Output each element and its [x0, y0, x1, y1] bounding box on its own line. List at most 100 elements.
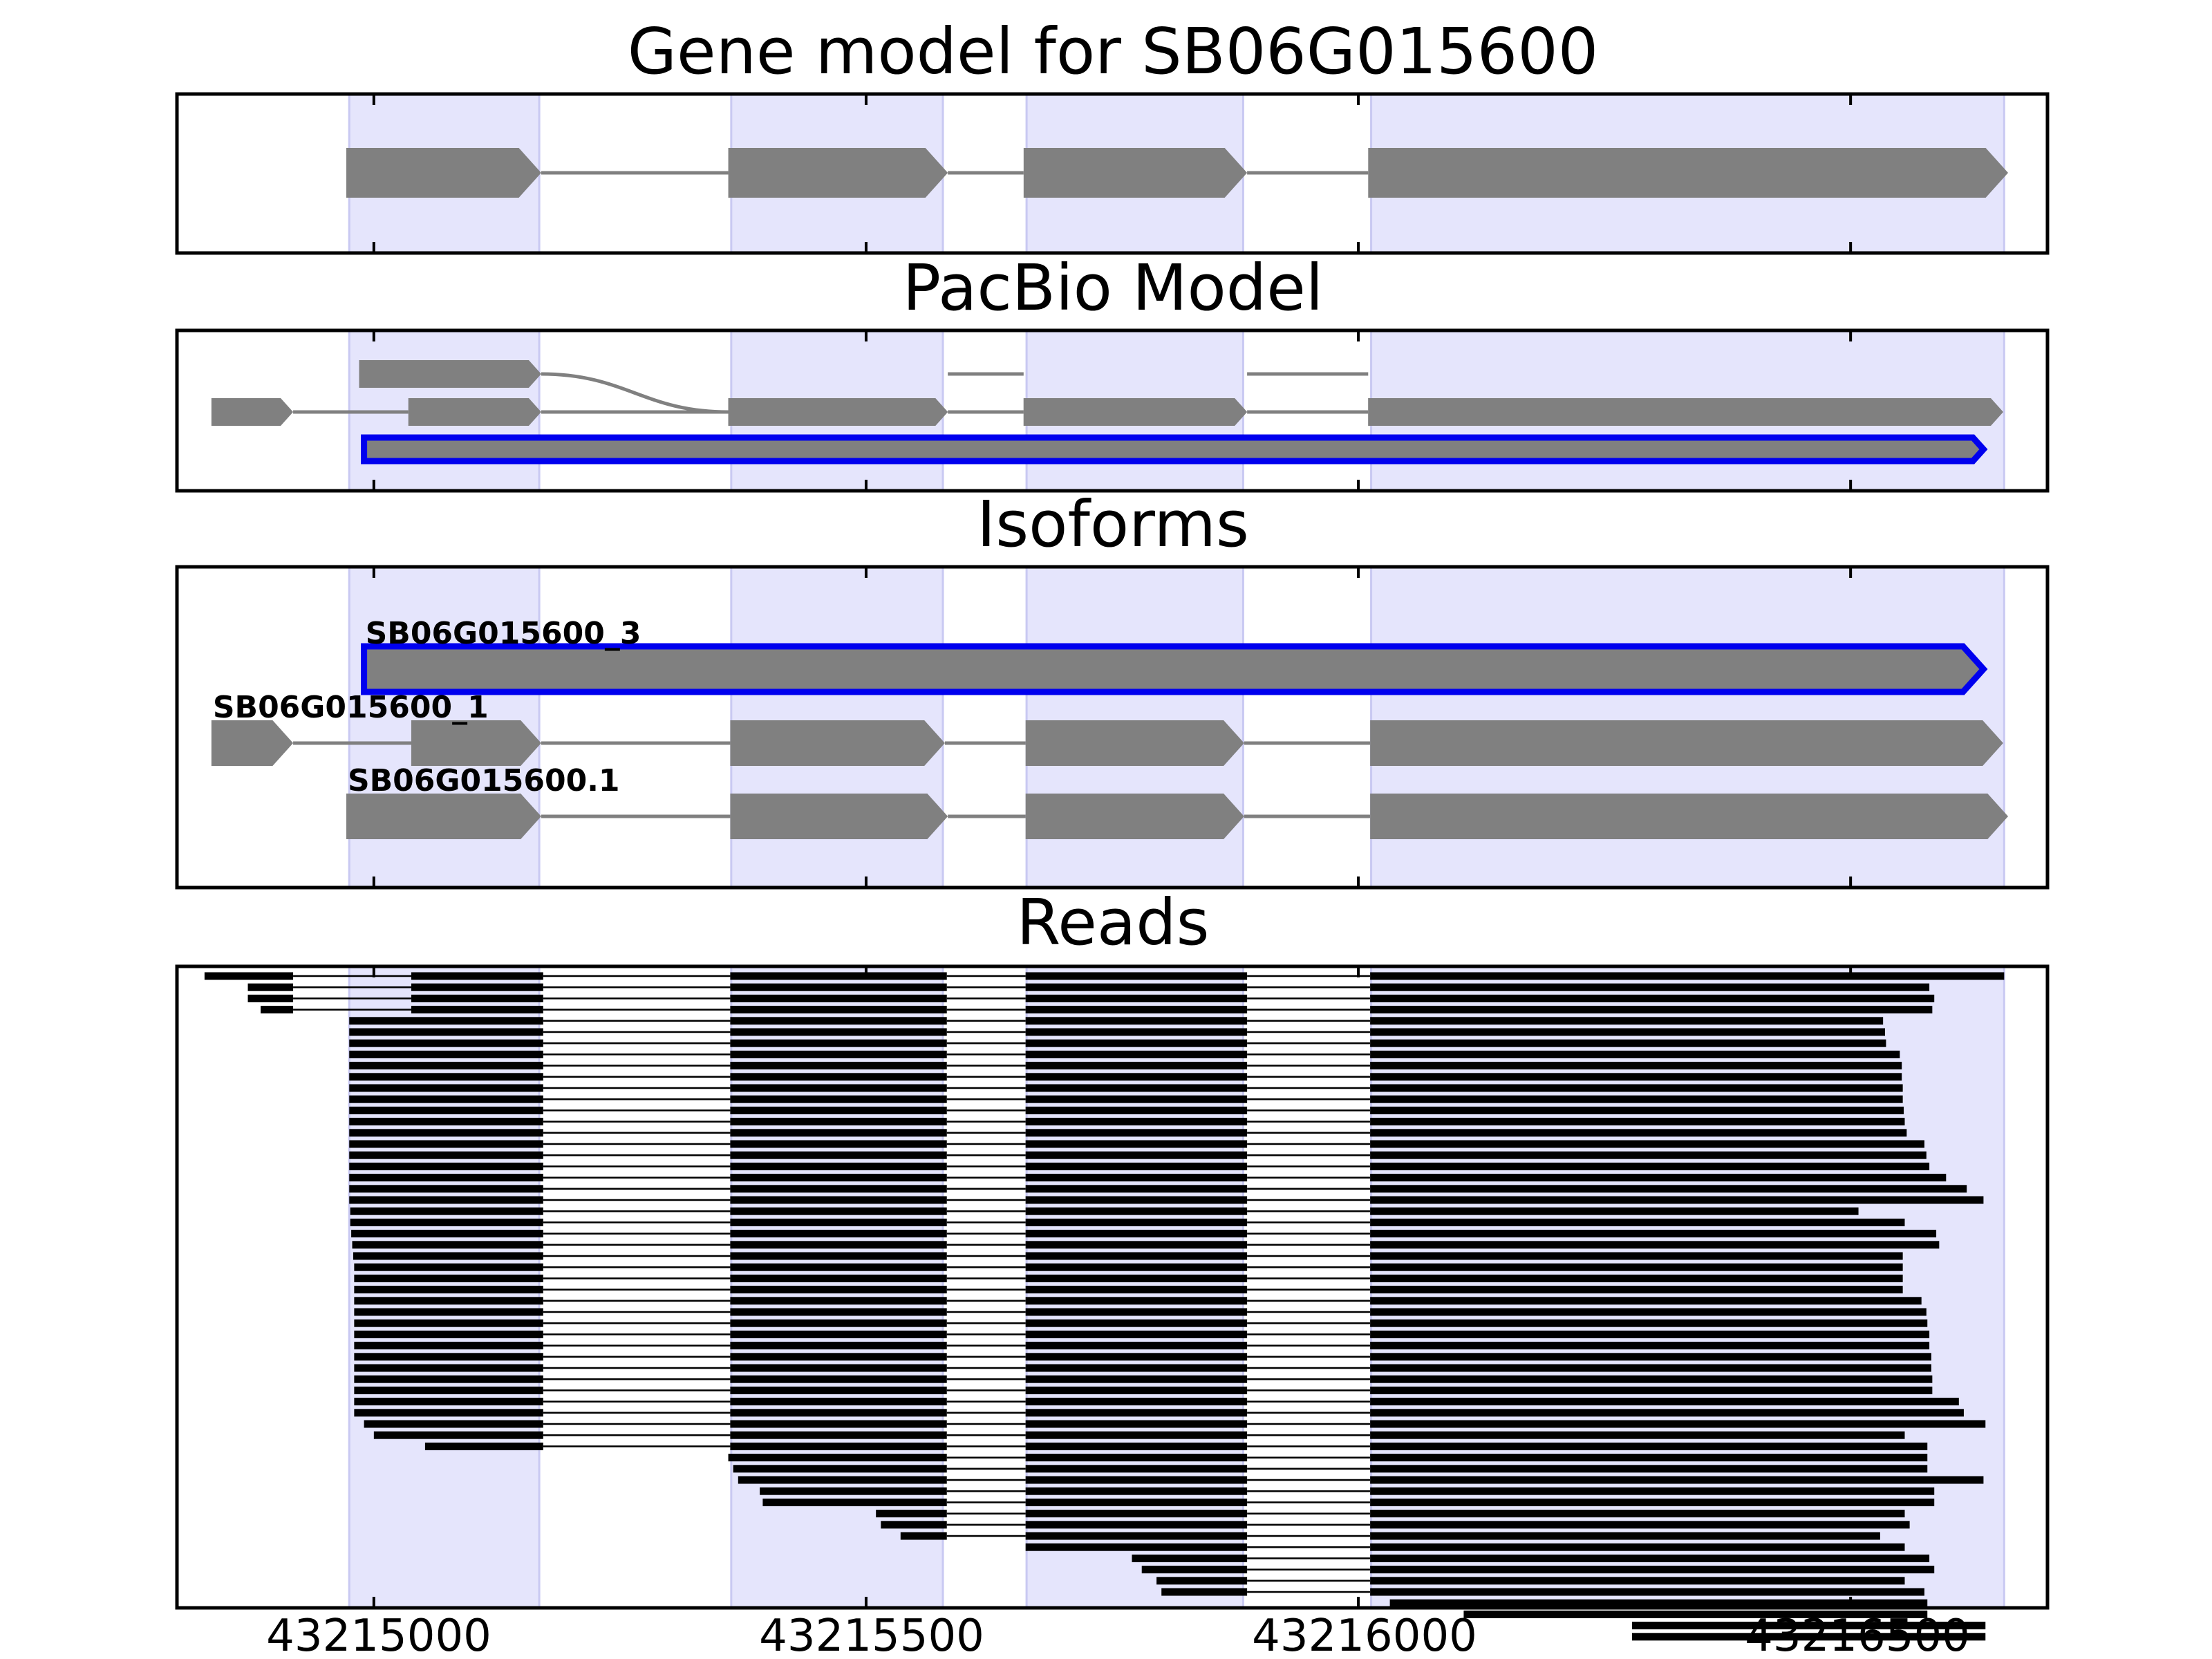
read-block: [349, 1185, 543, 1193]
exon-block: [730, 794, 948, 839]
exon-block: [728, 148, 948, 198]
pacbio-model-panel: [175, 328, 2050, 493]
axes-frame: [175, 328, 2050, 493]
read-block: [1156, 1577, 1248, 1585]
read-block: [730, 1129, 947, 1137]
read-block: [1370, 1476, 1984, 1484]
read-block: [1025, 1140, 1248, 1148]
read-block: [1025, 1319, 1248, 1327]
read-block: [349, 1129, 543, 1137]
read-block: [730, 1398, 947, 1406]
read-block: [730, 1174, 947, 1182]
read-block: [1025, 1398, 1248, 1406]
read-block: [730, 983, 947, 991]
read-block: [1370, 1521, 1910, 1529]
x-tick-label: 43215000: [266, 1611, 491, 1659]
read-block: [1370, 1330, 1930, 1338]
read-block: [1370, 1196, 1984, 1204]
isoform-label: SB06G015600_3: [366, 616, 641, 651]
read-block: [1370, 1050, 1900, 1058]
read-block: [1463, 1610, 1928, 1618]
read-block: [1370, 1129, 1907, 1137]
highlighted-transcript-block: [361, 643, 1988, 695]
exon-block: [411, 720, 541, 766]
read-block: [1025, 1521, 1248, 1529]
read-block: [730, 1308, 947, 1316]
read-block: [1370, 1241, 1940, 1249]
read-block: [730, 1241, 947, 1249]
read-block: [349, 1062, 543, 1070]
read-block: [1025, 994, 1248, 1002]
read-block: [730, 1028, 947, 1036]
read-block: [730, 1106, 947, 1114]
read-block: [1025, 1230, 1248, 1238]
read-block: [881, 1521, 947, 1529]
read-block: [349, 1050, 543, 1058]
read-block: [1370, 1073, 1902, 1081]
read-block: [1370, 1454, 1928, 1462]
read-block: [1370, 1386, 1933, 1394]
read-block: [1370, 983, 1930, 991]
read-block: [1370, 1364, 1931, 1372]
x-tick-label: 43216000: [1252, 1611, 1477, 1659]
read-block: [349, 1073, 543, 1081]
exon-block: [1025, 794, 1244, 839]
isoform-label: SB06G015600.1: [348, 763, 620, 798]
read-block: [1631, 1633, 1986, 1641]
read-block: [1370, 1207, 1859, 1215]
exon-block: [730, 720, 945, 766]
read-block: [349, 1196, 543, 1204]
read-block: [730, 1274, 947, 1282]
read-block: [1370, 1308, 1927, 1316]
read-block: [730, 994, 947, 1002]
read-block: [1370, 1140, 1924, 1148]
axes-frame: [175, 964, 2050, 1610]
read-block: [1370, 1543, 1905, 1551]
read-block: [349, 1095, 543, 1103]
read-block: [1370, 1185, 1967, 1193]
read-block: [730, 1196, 947, 1204]
read-block: [1025, 1151, 1248, 1159]
panel-title-gene-model: Gene model for SB06G015600: [628, 15, 1599, 88]
reads-panel: [175, 964, 2050, 1641]
read-block: [876, 1510, 947, 1518]
read-block: [247, 994, 294, 1002]
read-block: [730, 1062, 947, 1070]
read-block: [1370, 1274, 1903, 1282]
read-block: [730, 1420, 947, 1428]
read-block: [730, 1442, 947, 1450]
read-block: [1025, 1050, 1248, 1058]
read-block: [1025, 1274, 1248, 1282]
read-block: [1370, 1487, 1935, 1495]
read-block: [1370, 1218, 1905, 1226]
read-block: [730, 1162, 947, 1170]
read-block: [1370, 1230, 1937, 1238]
panel-title-isoforms: Isoforms: [977, 487, 1249, 561]
axes-frame: [175, 565, 2050, 890]
read-block: [1370, 1420, 1986, 1428]
read-block: [373, 1431, 543, 1439]
x-tick-label: 43215500: [759, 1611, 984, 1659]
read-block: [1025, 1342, 1248, 1350]
read-block: [730, 1006, 947, 1014]
read-block: [1370, 1431, 1905, 1439]
read-block: [1370, 1465, 1928, 1473]
read-block: [1141, 1566, 1248, 1574]
exon-block: [211, 398, 294, 426]
read-block: [350, 1218, 543, 1226]
read-block: [352, 1241, 543, 1249]
read-block: [349, 1151, 543, 1159]
x-axis-ticks: 43215000 43215500 43216000 43216500: [266, 1611, 1970, 1659]
read-block: [1025, 983, 1248, 991]
read-block: [1025, 1017, 1248, 1025]
read-block: [730, 1230, 947, 1238]
read-block: [730, 972, 947, 980]
read-block: [1025, 1196, 1248, 1204]
exon-block: [346, 148, 541, 198]
read-block: [349, 1017, 543, 1025]
read-block: [411, 1006, 543, 1014]
read-block: [1370, 1095, 1903, 1103]
read-block: [738, 1476, 947, 1484]
axes-frame: [175, 92, 2050, 255]
